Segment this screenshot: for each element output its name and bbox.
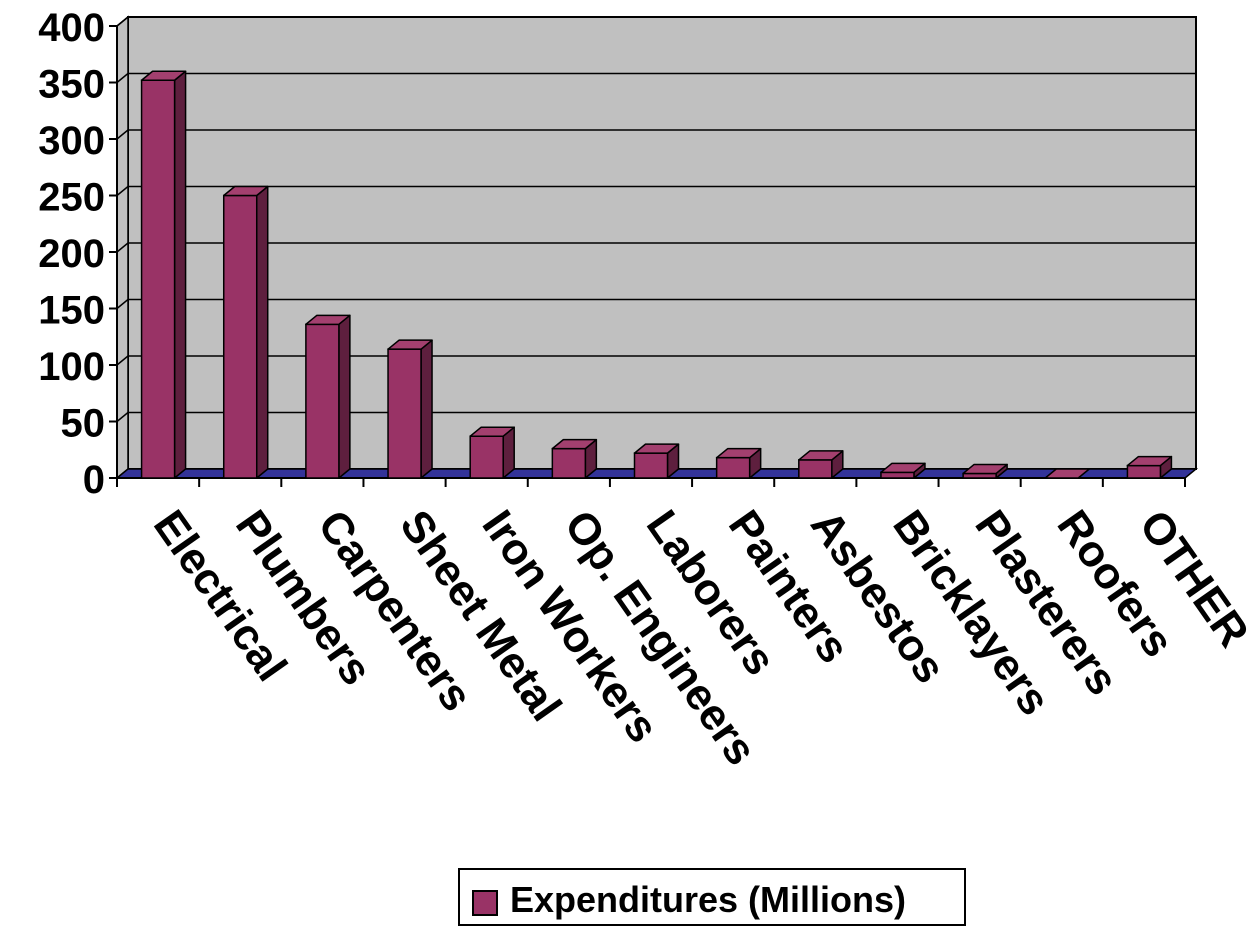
y-tick-label: 50 (61, 402, 106, 446)
gridline-diagonal (116, 411, 129, 423)
bar-front-face (387, 348, 422, 479)
legend-label: Expenditures (Millions) (510, 879, 907, 920)
bar (1126, 455, 1173, 479)
y-tick-label: 300 (38, 119, 105, 163)
bar (387, 339, 433, 479)
gridline-diagonal (116, 72, 129, 84)
bar-top-face (140, 70, 187, 81)
bar-side-face (338, 314, 351, 479)
y-tick-label: 100 (38, 345, 105, 389)
bar-front-face (222, 194, 258, 479)
bar (551, 438, 598, 479)
gridline-diagonal (116, 129, 129, 140)
y-tick-label: 350 (38, 63, 105, 107)
bar-top-face (305, 314, 351, 326)
legend: Expenditures (Millions) (458, 868, 966, 926)
bar (962, 463, 1008, 479)
gridline-diagonal (116, 355, 129, 366)
bars (140, 70, 1173, 479)
y-tick-label: 400 (38, 6, 105, 50)
bar (633, 443, 680, 479)
bar-front-face (880, 471, 915, 479)
gridline-diagonal (116, 242, 129, 253)
legend-swatch (472, 890, 498, 916)
bar-front-face (305, 323, 340, 479)
bar-top-face (387, 339, 433, 350)
bar-front-face (469, 435, 504, 479)
plot-area (116, 15, 1197, 480)
bar (305, 314, 351, 479)
y-tick-label: 250 (38, 176, 105, 220)
bar-front-face (798, 459, 833, 479)
y-tick-label: 150 (38, 289, 105, 333)
bar-top-face (1126, 455, 1173, 467)
bar (1044, 468, 1091, 479)
bar (140, 70, 187, 479)
bar (715, 447, 762, 479)
bar-front-face (715, 456, 751, 479)
bar-top-face (551, 438, 598, 450)
gridline-diagonal (116, 185, 129, 197)
bar (469, 426, 515, 479)
bar-side-face (420, 339, 433, 479)
y-tick-label: 200 (38, 232, 105, 276)
bar-front-face (633, 452, 669, 479)
bar (222, 185, 269, 479)
bar-top-face (222, 185, 269, 197)
bar-front-face (551, 447, 587, 479)
gridline-diagonal (116, 16, 129, 27)
bar-front-face (140, 79, 176, 479)
bar-top-face (715, 447, 762, 459)
bar-top-face (880, 462, 926, 474)
bar-top-face (633, 443, 680, 454)
bar-front-face (1126, 464, 1162, 479)
bar-top-face (1044, 468, 1091, 479)
bar-side-face (173, 70, 187, 479)
bar (798, 450, 844, 479)
y-tick-label: 0 (83, 458, 105, 502)
bar-top-face (962, 463, 1008, 475)
bar-top-face (469, 426, 515, 437)
bar (880, 462, 926, 479)
bar-side-face (255, 185, 269, 479)
y-axis-tick-labels: 0 50 100 150 200 250 300 350 400 (38, 6, 105, 502)
gridline-diagonal (116, 298, 129, 310)
bar-top-face (798, 450, 844, 461)
